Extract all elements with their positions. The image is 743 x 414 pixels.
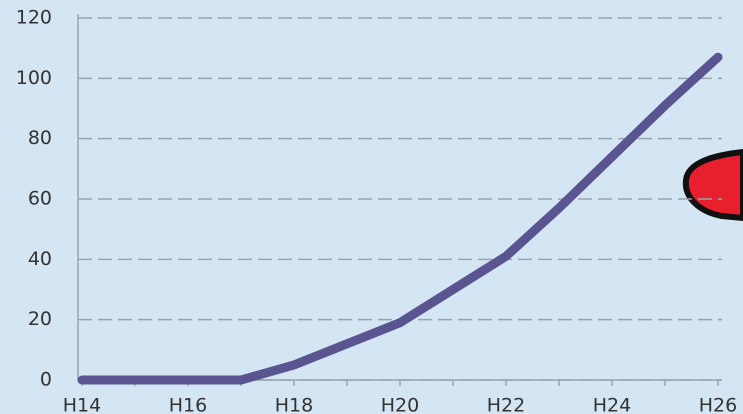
x-tick-label: H26 <box>699 395 737 414</box>
chart: 0 20 40 60 80 100 120 H14 H16 H18 H20 H22 H24 H26 <box>0 0 743 414</box>
background <box>0 0 743 414</box>
y-tick-label: 20 <box>28 308 52 330</box>
y-tick-label: 60 <box>28 188 52 210</box>
y-tick-label: 120 <box>16 7 52 29</box>
x-tick-label: H16 <box>169 395 207 414</box>
y-tick-label: 80 <box>28 127 52 149</box>
y-tick-label: 40 <box>28 248 52 270</box>
x-tick-label: H22 <box>487 395 525 414</box>
y-tick-label: 100 <box>16 67 52 89</box>
x-tick-label: H24 <box>593 395 631 414</box>
x-tick-label: H18 <box>275 395 313 414</box>
x-tick-label: H14 <box>63 395 101 414</box>
x-tick-label: H20 <box>381 395 419 414</box>
y-tick-label: 0 <box>40 369 52 391</box>
